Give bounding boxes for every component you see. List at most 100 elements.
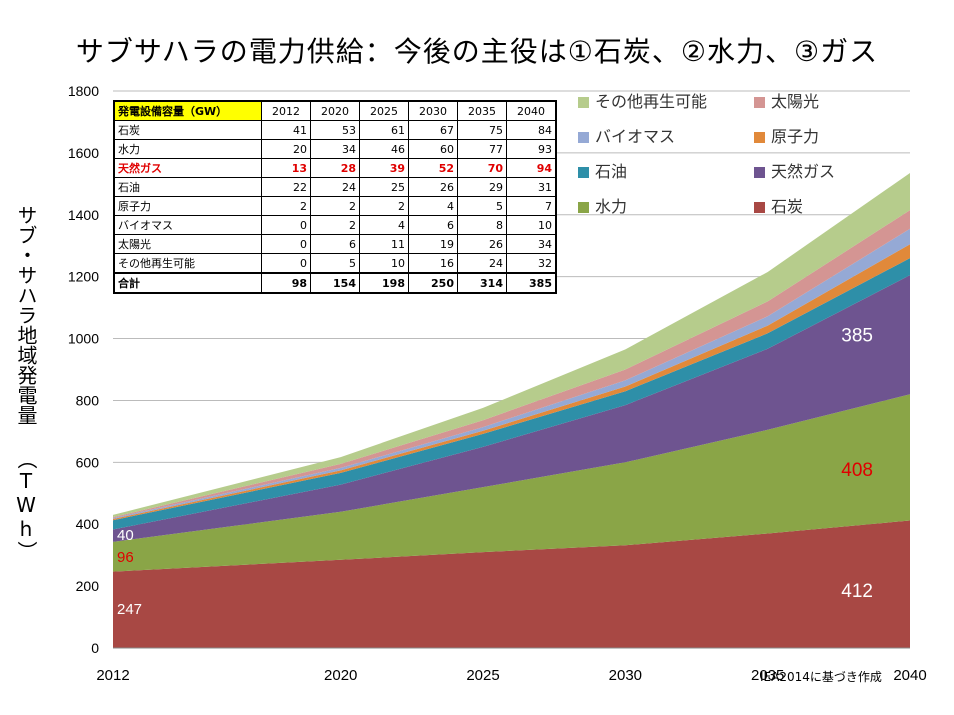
data-label: 40	[117, 527, 134, 544]
legend-label: 石炭	[771, 197, 804, 216]
legend-swatch	[754, 132, 765, 143]
table-cell: 32	[506, 253, 557, 274]
table-cell: 6	[408, 215, 458, 235]
table-cell: 2	[310, 215, 360, 235]
row-label: 石油	[113, 177, 262, 197]
table-total-row: 合計 98 154 198 250 314 385	[113, 272, 557, 294]
legend-label: バイオマス	[595, 127, 676, 146]
y-tick-label: 1000	[68, 331, 99, 347]
x-tick-label: 2035	[751, 667, 784, 684]
source-note: IEA2014に基づき作成	[760, 670, 882, 684]
x-tick-label: 2020	[324, 667, 357, 684]
x-tick-label: 2030	[609, 667, 642, 684]
x-tick-label: 2040	[893, 667, 926, 684]
row-label: 合計	[113, 272, 262, 294]
legend-swatch	[754, 202, 765, 213]
legend-swatch	[754, 97, 765, 108]
table-cell: 34	[310, 139, 360, 159]
table-cell: 250	[408, 272, 458, 294]
table-cell: 0	[261, 234, 311, 254]
legend-label: 天然ガス	[771, 162, 836, 181]
table-year-header: 2035	[457, 100, 507, 121]
table-cell: 31	[506, 177, 557, 197]
legend-swatch	[578, 132, 589, 143]
table-cell: 26	[457, 234, 507, 254]
legend-label: その他再生可能	[595, 92, 708, 111]
table-cell: 0	[261, 215, 311, 235]
table-row: バイオマス 0 2 4 6 8 10	[113, 215, 557, 235]
area-series	[113, 394, 910, 572]
data-label: 408	[841, 460, 873, 481]
table-cell: 16	[408, 253, 458, 274]
y-tick-label: 1400	[68, 207, 99, 223]
legend-label: 原子力	[771, 127, 820, 146]
legend-item: 石炭	[754, 197, 803, 217]
row-label: 太陽光	[113, 234, 262, 254]
table-cell: 39	[359, 158, 409, 178]
table-cell: 13	[261, 158, 311, 178]
legend-item: 原子力	[754, 127, 819, 147]
table-cell: 4	[359, 215, 409, 235]
table-cell: 25	[359, 177, 409, 197]
legend-swatch	[578, 202, 589, 213]
area-series	[113, 520, 910, 648]
table-cell: 61	[359, 120, 409, 140]
table-cell: 8	[457, 215, 507, 235]
y-tick-label: 400	[76, 516, 100, 532]
table-cell: 22	[261, 177, 311, 197]
y-tick-label: 1600	[68, 145, 99, 161]
table-cell: 385	[506, 272, 557, 294]
legend-label: 太陽光	[771, 92, 820, 111]
table-year-header: 2040	[506, 100, 557, 121]
chart-title: サブサハラの電力供給：今後の主役は①石炭、②水力、③ガス	[75, 35, 879, 68]
table-cell: 75	[457, 120, 507, 140]
table-row: 天然ガス 13 28 39 52 70 94	[113, 158, 557, 178]
table-cell: 19	[408, 234, 458, 254]
data-label: 247	[117, 601, 142, 618]
table-cell: 4	[408, 196, 458, 216]
table-year-header: 2012	[261, 100, 311, 121]
row-label: バイオマス	[113, 215, 262, 235]
capacity-table: 発電設備容量（GW） 2012 2020 2025 2030 2035 2040…	[113, 100, 557, 294]
legend-swatch	[578, 167, 589, 178]
table-cell: 53	[310, 120, 360, 140]
legend-item: バイオマス	[578, 127, 675, 147]
table-cell: 10	[359, 253, 409, 274]
table-row: 原子力 2 2 2 4 5 7	[113, 196, 557, 216]
table-row: 石油 22 24 25 26 29 31	[113, 177, 557, 197]
table-cell: 2	[359, 196, 409, 216]
table-cell: 93	[506, 139, 557, 159]
row-label: 水力	[113, 139, 262, 159]
legend-item: その他再生可能	[578, 92, 707, 112]
area-series	[113, 275, 910, 542]
table-cell: 0	[261, 253, 311, 274]
y-tick-label: 200	[76, 578, 100, 594]
data-label: 96	[117, 549, 134, 566]
table-cell: 314	[457, 272, 507, 294]
table-year-header: 2020	[310, 100, 360, 121]
row-label: 天然ガス	[113, 158, 262, 178]
table-cell: 20	[261, 139, 311, 159]
table-row: 石炭 41 53 61 67 75 84	[113, 120, 557, 140]
table-cell: 5	[310, 253, 360, 274]
table-cell: 60	[408, 139, 458, 159]
table-cell: 24	[457, 253, 507, 274]
y-axis-label: サブ・サハラ地域発電量 （TWh）	[14, 205, 38, 561]
table-cell: 46	[359, 139, 409, 159]
table-row: 太陽光 0 6 11 19 26 34	[113, 234, 557, 254]
table-cell: 94	[506, 158, 557, 178]
table-cell: 98	[261, 272, 311, 294]
table-header-title: 発電設備容量（GW）	[113, 100, 262, 121]
table-cell: 2	[261, 196, 311, 216]
table-year-header: 2030	[408, 100, 458, 121]
table-cell: 52	[408, 158, 458, 178]
y-tick-label: 600	[76, 454, 100, 470]
legend-item: 水力	[578, 197, 627, 217]
x-tick-label: 2025	[466, 667, 499, 684]
table-cell: 84	[506, 120, 557, 140]
legend-label: 石油	[595, 162, 628, 181]
row-label: その他再生可能	[113, 253, 262, 274]
legend-swatch	[754, 167, 765, 178]
legend-item: 太陽光	[754, 92, 819, 112]
